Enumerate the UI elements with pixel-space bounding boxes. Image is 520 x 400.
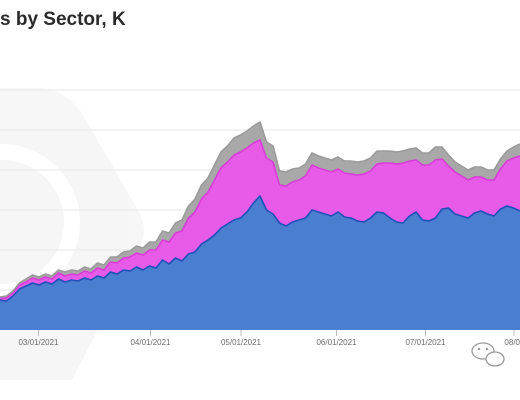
watermark-logo-icon bbox=[0, 88, 144, 380]
area-series-1 bbox=[0, 196, 520, 330]
plot-areas bbox=[0, 122, 520, 330]
x-tick-label: 07/01/2021 bbox=[405, 338, 446, 347]
x-tick-label: 06/01/2021 bbox=[316, 338, 357, 347]
chart-title: s by Sector, K bbox=[0, 9, 126, 30]
plot-lines bbox=[0, 121, 520, 302]
line-series-1 bbox=[0, 195, 520, 302]
x-tick-label: 03/01/2021 bbox=[18, 338, 59, 347]
x-tick-label: 08/0 bbox=[504, 338, 520, 347]
x-tick-label: 05/01/2021 bbox=[221, 338, 262, 347]
x-axis: 03/01/2021 04/01/2021 05/01/2021 06/01/2021… bbox=[18, 330, 520, 347]
line-series-3 bbox=[0, 121, 520, 298]
line-series-2 bbox=[0, 139, 520, 299]
chat-bubble-icon bbox=[471, 342, 505, 367]
x-tick-label: 04/01/2021 bbox=[130, 338, 171, 347]
